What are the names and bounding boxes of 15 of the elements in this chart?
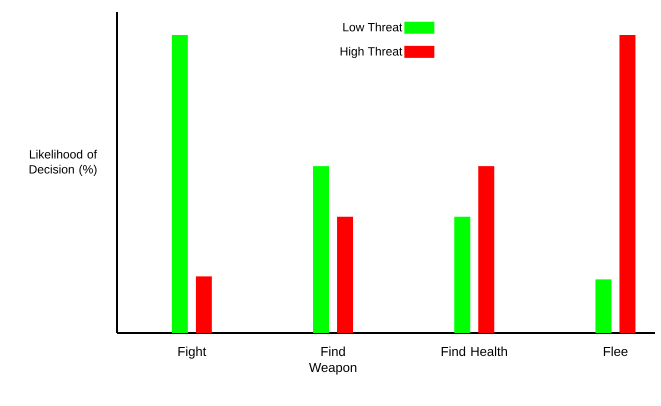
bar	[595, 279, 612, 333]
bar	[313, 166, 330, 333]
x-tick-label: Fight	[178, 346, 206, 359]
bar	[454, 216, 470, 333]
bar	[172, 34, 188, 333]
x-tick-label: Flee	[604, 346, 628, 356]
bar	[196, 276, 212, 333]
legend-label: Low Threat	[343, 22, 402, 32]
bar	[337, 216, 354, 333]
x-tick-label: Find Health	[442, 346, 507, 356]
legend-label: High Threat	[340, 46, 402, 58]
bar	[619, 34, 636, 333]
x-tick-label: Find Weapon	[309, 346, 356, 375]
bar	[478, 166, 494, 333]
y-axis-title: Likelihood of Decision (%)	[30, 150, 97, 176]
